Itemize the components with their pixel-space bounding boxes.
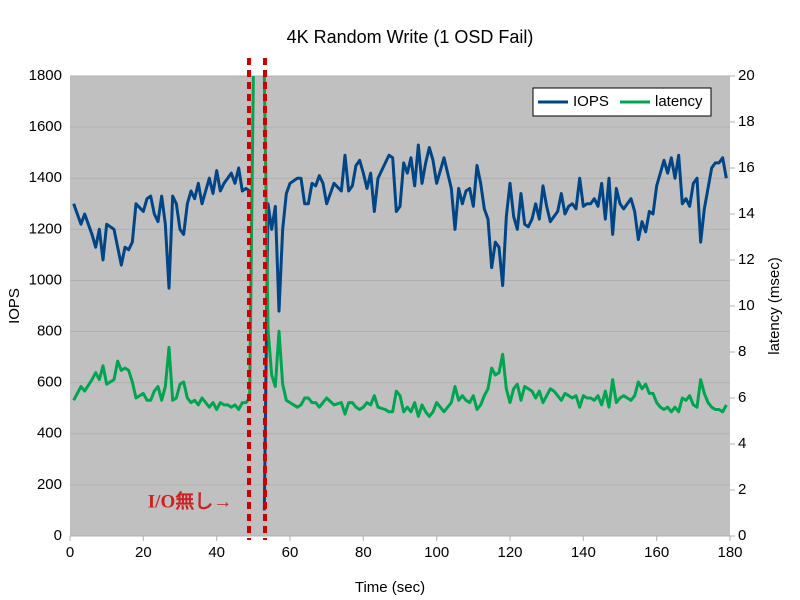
y-tick-label: 1800 bbox=[29, 67, 62, 84]
y-tick-label: 1400 bbox=[29, 169, 62, 186]
x-axis-title: Time (sec) bbox=[355, 579, 425, 596]
y2-tick-label: 8 bbox=[738, 343, 746, 360]
y2-tick-label: 20 bbox=[738, 67, 755, 84]
y-tick-label: 400 bbox=[37, 425, 62, 442]
y2-tick-label: 16 bbox=[738, 159, 755, 176]
x-tick-label: 80 bbox=[355, 544, 372, 561]
legend-label: IOPS bbox=[573, 93, 609, 110]
y2-tick-label: 2 bbox=[738, 481, 746, 498]
x-tick-label: 20 bbox=[135, 544, 152, 561]
x-tick-label: 40 bbox=[208, 544, 225, 561]
legend-items: IOPS latency bbox=[538, 93, 703, 110]
annotation: I/O無し→ bbox=[148, 489, 232, 512]
y-tick-label: 0 bbox=[54, 527, 62, 544]
legend-label: latency bbox=[655, 93, 703, 110]
y2-tick-label: 14 bbox=[738, 205, 755, 222]
y2-tick-label: 12 bbox=[738, 251, 755, 268]
y2-tick-label: 0 bbox=[738, 527, 746, 544]
y2-tick-label: 6 bbox=[738, 389, 746, 406]
x-tick-label: 120 bbox=[497, 544, 522, 561]
y-axis-title: IOPS bbox=[6, 288, 23, 324]
y2-tick-label: 10 bbox=[738, 297, 755, 314]
y2-tick-label: 4 bbox=[738, 435, 746, 452]
x-tick-label: 60 bbox=[282, 544, 299, 561]
x-tick-label: 100 bbox=[424, 544, 449, 561]
x-tick-label: 0 bbox=[66, 544, 74, 561]
series-line bbox=[72, 75, 728, 418]
series-line bbox=[72, 143, 728, 511]
y-tick-label: 1200 bbox=[29, 220, 62, 237]
y-tick-label: 600 bbox=[37, 374, 62, 391]
chart-title: 4K Random Write (1 OSD Fail) bbox=[287, 27, 534, 47]
y-tick-label: 800 bbox=[37, 323, 62, 340]
lines bbox=[72, 75, 728, 511]
y-tick-label: 1600 bbox=[29, 118, 62, 135]
x-tick-label: 160 bbox=[644, 544, 669, 561]
x-tick-label: 140 bbox=[571, 544, 596, 561]
x-tick-label: 180 bbox=[717, 544, 742, 561]
y2-tick-label: 18 bbox=[738, 113, 755, 130]
y-tick-label: 200 bbox=[37, 476, 62, 493]
y2-axis-title: latency (msec) bbox=[766, 257, 783, 355]
plot-area bbox=[70, 76, 730, 536]
y-tick-label: 1000 bbox=[29, 271, 62, 288]
